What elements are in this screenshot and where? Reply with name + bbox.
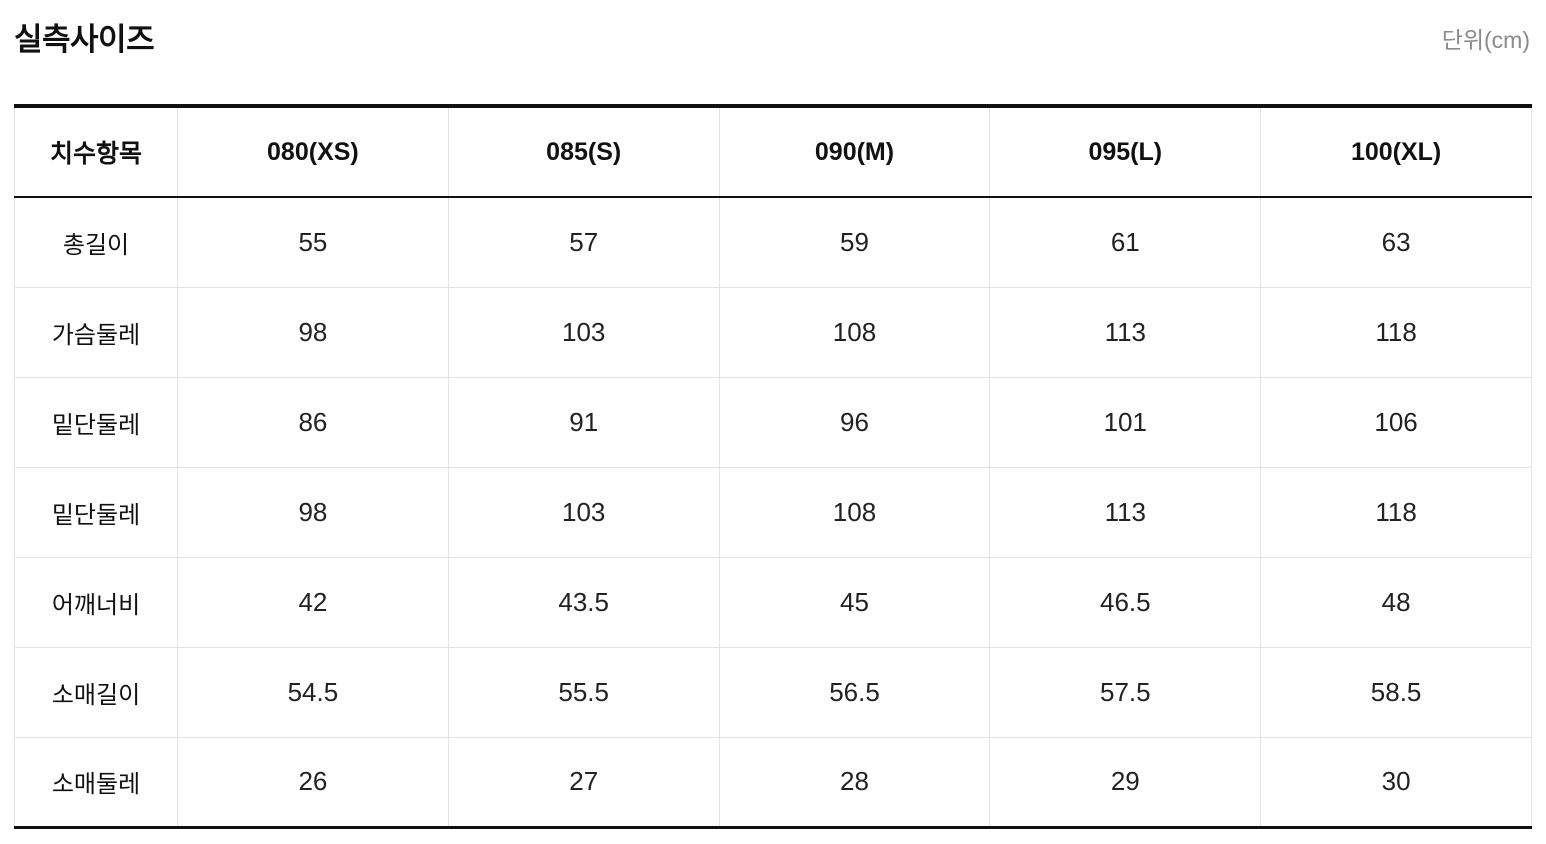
table-row: 총길이 55 57 59 61 63 bbox=[14, 196, 1532, 288]
size-value-cell: 103 bbox=[447, 466, 720, 558]
size-value-cell: 30 bbox=[1260, 736, 1532, 828]
size-value-cell: 48 bbox=[1260, 556, 1532, 648]
size-value-cell: 108 bbox=[718, 466, 991, 558]
column-header-size: 085(S) bbox=[447, 105, 720, 198]
table-row: 어깨너비 42 43.5 45 46.5 48 bbox=[14, 556, 1532, 648]
column-header-row: 치수항목 080(XS) 085(S) 090(M) 095(L) 100(XL) bbox=[14, 105, 1532, 198]
size-value-cell: 106 bbox=[1260, 376, 1532, 468]
size-value-cell: 98 bbox=[177, 286, 449, 378]
table-row: 소매둘레 26 27 28 29 30 bbox=[14, 736, 1532, 828]
size-value-cell: 27 bbox=[447, 736, 720, 828]
size-value-cell: 55 bbox=[177, 196, 449, 288]
row-label: 가슴둘레 bbox=[14, 286, 178, 378]
size-value-cell: 46.5 bbox=[989, 556, 1262, 648]
size-value-cell: 113 bbox=[989, 466, 1262, 558]
size-value-cell: 55.5 bbox=[447, 646, 720, 738]
size-measurement-table: 치수항목 080(XS) 085(S) 090(M) 095(L) 100(XL) 총길이… bbox=[14, 104, 1532, 829]
size-value-cell: 59 bbox=[718, 196, 991, 288]
size-value-cell: 96 bbox=[718, 376, 991, 468]
unit-label: 단위(cm) bbox=[1441, 27, 1530, 53]
row-label: 소매길이 bbox=[14, 646, 178, 738]
size-value-cell: 57.5 bbox=[989, 646, 1262, 738]
size-value-cell: 63 bbox=[1260, 196, 1532, 288]
size-value-cell: 57 bbox=[447, 196, 720, 288]
size-value-cell: 45 bbox=[718, 556, 991, 648]
size-value-cell: 118 bbox=[1260, 286, 1532, 378]
table-head: 치수항목 080(XS) 085(S) 090(M) 095(L) 100(XL) bbox=[14, 105, 1532, 198]
table-row: 밑단둘레 98 103 108 113 118 bbox=[14, 466, 1532, 558]
row-label: 총길이 bbox=[14, 196, 178, 288]
row-label: 어깨너비 bbox=[14, 556, 178, 648]
row-label: 밑단둘레 bbox=[14, 376, 178, 468]
size-value-cell: 108 bbox=[718, 286, 991, 378]
row-label: 소매둘레 bbox=[14, 736, 178, 828]
size-value-cell: 43.5 bbox=[447, 556, 720, 648]
column-header-size: 090(M) bbox=[718, 105, 991, 198]
size-value-cell: 86 bbox=[177, 376, 449, 468]
column-header-size: 080(XS) bbox=[177, 105, 449, 198]
size-value-cell: 98 bbox=[177, 466, 449, 558]
size-value-cell: 113 bbox=[989, 286, 1262, 378]
size-value-cell: 61 bbox=[989, 196, 1262, 288]
size-value-cell: 103 bbox=[447, 286, 720, 378]
row-label: 밑단둘레 bbox=[14, 466, 178, 558]
size-value-cell: 29 bbox=[989, 736, 1262, 828]
size-value-cell: 101 bbox=[989, 376, 1262, 468]
size-value-cell: 26 bbox=[177, 736, 449, 828]
column-header-measure-item: 치수항목 bbox=[14, 105, 178, 198]
size-value-cell: 118 bbox=[1260, 466, 1532, 558]
table-row: 가슴둘레 98 103 108 113 118 bbox=[14, 286, 1532, 378]
size-value-cell: 54.5 bbox=[177, 646, 449, 738]
table-row: 소매길이 54.5 55.5 56.5 57.5 58.5 bbox=[14, 646, 1532, 738]
size-value-cell: 91 bbox=[447, 376, 720, 468]
table-body: 총길이 55 57 59 61 63 가슴둘레 98 103 108 113 118 밑단둘레 86 91 9… bbox=[14, 196, 1532, 828]
table-row: 밑단둘레 86 91 96 101 106 bbox=[14, 376, 1532, 468]
size-value-cell: 42 bbox=[177, 556, 449, 648]
column-header-size: 100(XL) bbox=[1260, 105, 1532, 198]
column-header-size: 095(L) bbox=[989, 105, 1262, 198]
section-title: 실측사이즈 bbox=[14, 22, 155, 57]
size-value-cell: 58.5 bbox=[1260, 646, 1532, 738]
size-value-cell: 56.5 bbox=[718, 646, 991, 738]
section-header: 실측사이즈 단위(cm) bbox=[14, 14, 1530, 59]
size-value-cell: 28 bbox=[718, 736, 991, 828]
